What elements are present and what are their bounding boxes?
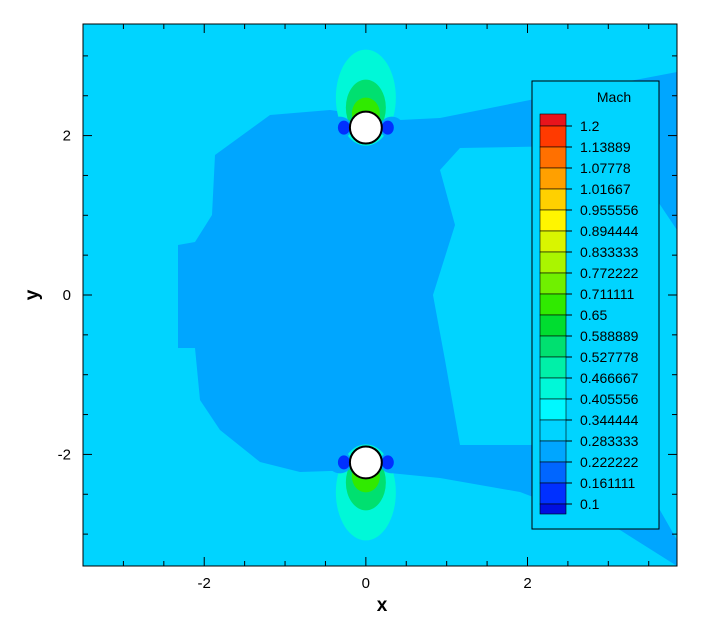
legend-swatch xyxy=(539,356,567,379)
y-tick-label: -2 xyxy=(58,446,71,463)
legend-swatch xyxy=(539,188,567,211)
legend-swatch xyxy=(539,419,567,442)
cylinder-0-left-core xyxy=(337,120,350,135)
legend-swatch xyxy=(539,314,567,337)
legend-title: Mach xyxy=(597,89,631,105)
legend-swatch xyxy=(539,461,567,484)
legend-swatch xyxy=(539,482,567,505)
color-legend: Mach 1.2 1.13889 1.07778 1.01667 0.955556 0.89… xyxy=(531,80,660,530)
legend-swatch xyxy=(539,335,567,358)
legend-level-label: 0.894444 xyxy=(580,223,639,239)
wake-region xyxy=(178,72,677,566)
legend-level-label: 0.466667 xyxy=(580,370,639,386)
legend-level-label: 0.344444 xyxy=(580,412,639,428)
legend-level-label: 1.2 xyxy=(580,118,600,134)
legend-swatch xyxy=(539,251,567,274)
legend-level-label: 0.1 xyxy=(580,496,600,512)
legend-swatch xyxy=(539,230,567,253)
y-tick-label: 2 xyxy=(63,128,71,145)
legend-swatch xyxy=(539,293,567,316)
legend-level-label: 1.13889 xyxy=(580,139,631,155)
cylinder-0 xyxy=(348,110,383,145)
x-tick-label: 0 xyxy=(362,575,370,592)
legend-level-label: 0.65 xyxy=(580,307,607,323)
legend-swatch xyxy=(539,272,567,295)
legend-level-label: 1.01667 xyxy=(580,181,631,197)
legend-swatch xyxy=(539,209,567,232)
legend-swatch xyxy=(539,125,567,148)
legend-level-label: 0.283333 xyxy=(580,433,639,449)
cylinder-1 xyxy=(348,445,383,480)
cylinder-1-right-core xyxy=(381,455,394,470)
legend-swatch xyxy=(539,167,567,190)
legend-level-label: 0.527778 xyxy=(580,349,639,365)
cylinder-0-right-core xyxy=(381,120,394,135)
cylinder-1-left-core xyxy=(337,455,350,470)
legend-level-label: 0.955556 xyxy=(580,202,639,218)
legend-swatch xyxy=(539,146,567,169)
legend-swatch-bottom xyxy=(539,503,567,515)
legend-level-label: 0.772222 xyxy=(580,265,639,281)
x-axis-title: x xyxy=(377,595,388,616)
legend-level-label: 0.588889 xyxy=(580,328,639,344)
legend-swatch xyxy=(539,398,567,421)
legend-swatch xyxy=(539,113,567,127)
legend-swatch xyxy=(539,440,567,463)
axes: -2 0 2 -2 0 2 x y xyxy=(22,23,678,616)
legend-level-label: 0.711111 xyxy=(580,286,634,302)
legend-level-label: 0.833333 xyxy=(580,244,639,260)
legend-level-label: 0.161111 xyxy=(580,475,635,491)
y-axis-title: y xyxy=(22,289,43,300)
x-tick-label: 2 xyxy=(523,575,531,592)
legend-level-label: 1.07778 xyxy=(580,160,631,176)
legend-level-label: 0.222222 xyxy=(580,454,639,470)
x-tick-label: -2 xyxy=(198,575,211,592)
legend-level-label: 0.405556 xyxy=(580,391,639,407)
legend-swatch xyxy=(539,377,567,400)
y-tick-label: 0 xyxy=(63,287,71,304)
